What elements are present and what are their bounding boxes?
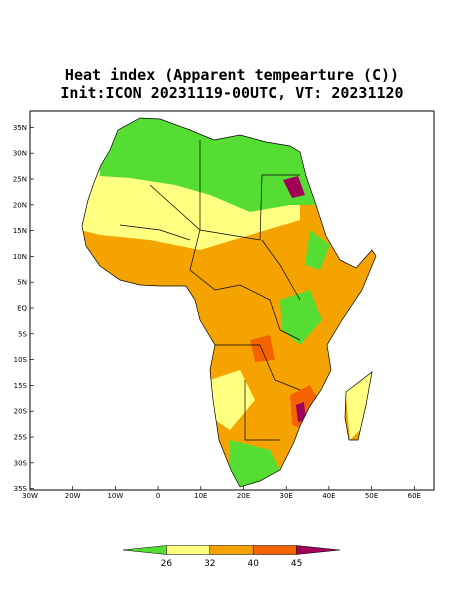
- colorbar-label: 40: [247, 559, 259, 569]
- heat-index-field: [82, 118, 376, 487]
- lat-tick-label: 10S: [14, 356, 28, 364]
- colorbar-swatch: [296, 545, 341, 555]
- lon-tick-label: 20W: [65, 492, 81, 500]
- field-green: [100, 118, 330, 487]
- field-yellow: [82, 170, 372, 440]
- lat-tick-label: 15S: [14, 382, 28, 390]
- lat-tick-label: 20S: [14, 408, 28, 416]
- lat-tick-label: 35N: [13, 124, 27, 132]
- lat-tick-label: 15N: [13, 227, 27, 235]
- colorbar-swatch: [122, 545, 167, 555]
- country-borders: [119, 140, 301, 441]
- lat-tick-label: 25S: [14, 434, 28, 442]
- colorbar-label: 26: [161, 559, 173, 569]
- lat-tick-label: 20N: [13, 201, 27, 209]
- colorbar-label: 32: [204, 559, 215, 569]
- title: Heat index (Apparent tempearture (C)): [65, 66, 399, 84]
- lon-tick-label: 10W: [107, 492, 123, 500]
- colorbar-label: 45: [291, 559, 302, 569]
- lon-tick-label: 40E: [322, 492, 335, 500]
- map-frame: [29, 110, 435, 491]
- colorbar-swatch: [252, 545, 297, 555]
- colorbar-swatch: [209, 545, 254, 555]
- lat-tick-label: 25N: [13, 176, 27, 184]
- lon-tick-label: 0: [156, 492, 160, 500]
- lat-tick-label: 35S: [14, 485, 28, 493]
- lat-tick-label: 5N: [17, 279, 27, 287]
- lat-tick-label: 5S: [18, 330, 27, 338]
- lon-tick-label: 60E: [408, 492, 421, 500]
- lon-tick-label: 30W: [22, 492, 38, 500]
- lat-tick-label: 30S: [14, 459, 28, 467]
- lat-tick-label: 30N: [13, 150, 27, 158]
- lon-tick-label: 20E: [237, 492, 250, 500]
- lon-tick-label: 50E: [365, 492, 378, 500]
- lon-tick-label: 30E: [280, 492, 293, 500]
- lat-tick-label: 10N: [13, 253, 27, 261]
- lon-tick-label: 10E: [194, 492, 207, 500]
- subtitle: Init:ICON 20231119-00UTC, VT: 20231120: [60, 84, 403, 102]
- lat-tick-label: EQ: [17, 305, 27, 313]
- colorbar-swatch: [166, 545, 211, 555]
